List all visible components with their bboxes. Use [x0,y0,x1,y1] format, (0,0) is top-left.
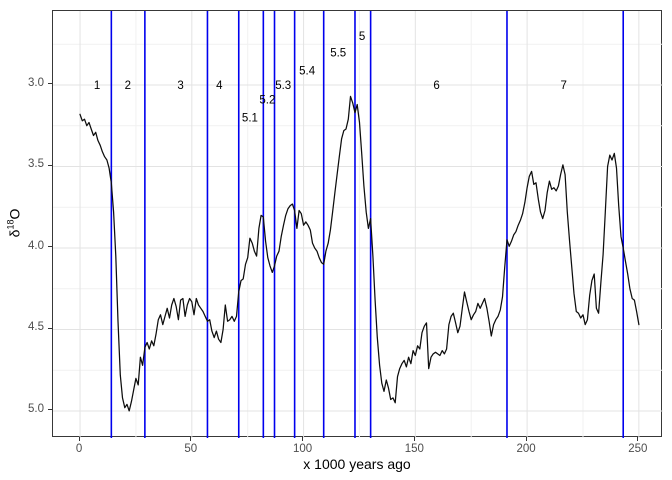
stage-label: 5.1 [242,113,258,125]
x-axis-tick [190,437,192,441]
plot-panel: 1 2 3 4 5.1 5.2 5.3 5.4 5.5 5 6 7 [52,10,663,438]
stage-label: 4 [216,80,223,92]
stage-label: 5.4 [299,65,316,77]
y-axis-tick-label: 3.0 [28,76,44,89]
x-axis-title: x 1000 years ago [303,456,411,472]
y-axis-tick-label: 4.5 [28,321,44,334]
stage-label: 5 [359,31,365,43]
y-axis-tick-label: 3.5 [28,158,44,171]
stage-label: 5.3 [275,80,291,92]
d18o-curve [79,95,640,412]
y-axis-tick [48,83,52,85]
y-axis-title-o: O [6,208,23,220]
stage-label: 3 [177,80,183,92]
stage-label: 2 [125,80,131,92]
x-axis-tick-label: 0 [75,443,83,455]
y-axis-title-superscript: 18 [5,219,16,230]
x-axis-tick [413,437,415,441]
x-axis-tick-label: 150 [404,443,424,455]
x-axis-tick [78,437,80,441]
x-axis-tick [302,437,304,441]
y-axis-title: δ18O [6,209,23,238]
y-axis-tick-label: 4.0 [28,239,44,252]
stage-label: 1 [94,80,100,92]
y-axis-tick [48,246,52,248]
stage-label: 5.2 [259,95,275,107]
stage-label: 6 [433,80,439,92]
y-axis-title-delta: δ [6,229,23,238]
x-axis-tick-label: 250 [628,443,648,455]
x-axis-tick [637,437,639,441]
x-axis-tick-label: 100 [292,443,313,455]
x-axis-tick-label: 50 [184,443,198,455]
plot-canvas: 1 2 3 4 5.15.25.3 5.4 5.5 5 6 7 [53,11,663,438]
x-axis-tick [525,437,527,441]
stage-label: 5.5 [330,47,346,59]
y-axis-tick-label: 5.0 [28,402,44,415]
stage-label: 7 [561,80,567,92]
y-axis-tick [48,409,52,411]
y-axis-tick [48,327,52,329]
y-axis-tick [48,164,52,166]
x-axis-tick-label: 200 [516,443,536,455]
